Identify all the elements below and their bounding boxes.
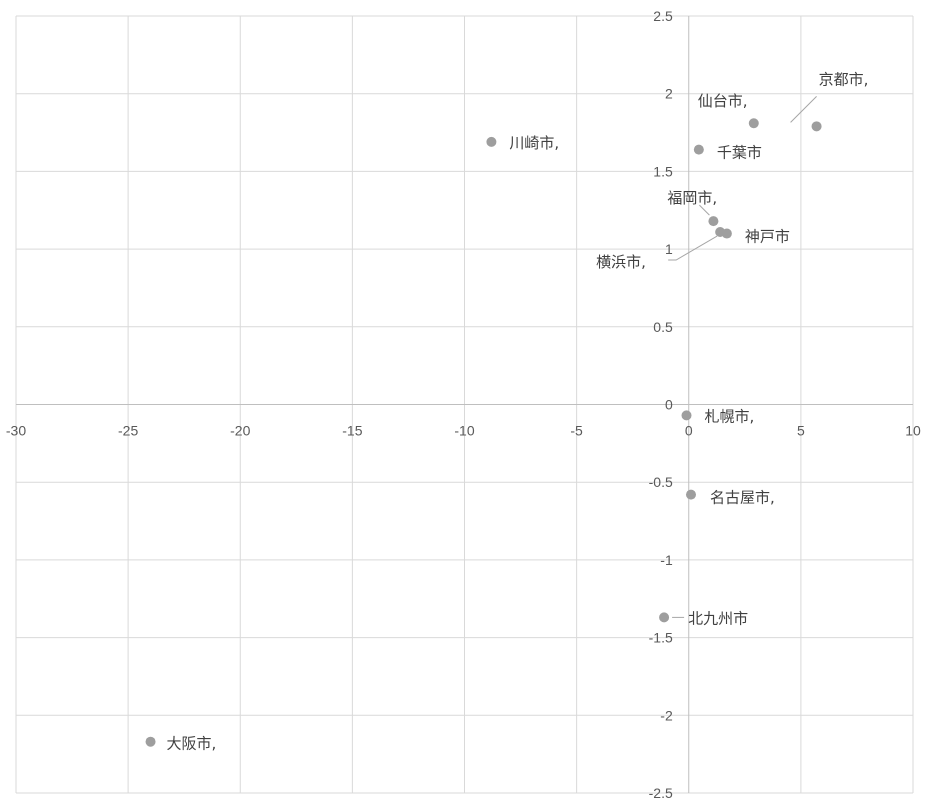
leader-lines bbox=[668, 95, 817, 618]
data-point bbox=[748, 118, 759, 129]
x-tick-label: -25 bbox=[118, 423, 138, 439]
data-label: 神戸市 bbox=[745, 228, 790, 246]
data-label: 横浜市, bbox=[596, 253, 646, 271]
data-label: 京都市, bbox=[819, 70, 869, 88]
y-tick-label: 2 bbox=[665, 86, 673, 102]
y-tick-label: -0.5 bbox=[649, 474, 673, 490]
y-tick-label: 1 bbox=[665, 241, 673, 257]
y-tick-label: 2.5 bbox=[653, 8, 673, 24]
data-points bbox=[145, 118, 822, 747]
y-tick-label: 0 bbox=[665, 397, 673, 413]
data-label: 千葉市 bbox=[717, 144, 762, 162]
y-tick-label: 1.5 bbox=[653, 163, 673, 179]
x-tick-label: -15 bbox=[342, 423, 362, 439]
leader-line bbox=[668, 235, 718, 261]
data-label: 大阪市, bbox=[167, 735, 217, 753]
data-label: 川崎市, bbox=[509, 134, 559, 152]
leader-line bbox=[699, 204, 710, 216]
x-tick-label: -20 bbox=[230, 423, 250, 439]
x-tick-label: -30 bbox=[6, 423, 26, 439]
data-point bbox=[811, 121, 822, 132]
y-tick-labels: -2.5 -2 -1.5 -1 -0.5 0 0.5 1 1.5 2 2.5 bbox=[649, 8, 673, 799]
x-tick-label: -10 bbox=[454, 423, 474, 439]
data-point bbox=[693, 144, 704, 155]
x-tick-label: 10 bbox=[905, 423, 921, 439]
x-tick-labels: -30 -25 -20 -15 -10 -5 0 5 10 bbox=[6, 423, 921, 439]
data-point bbox=[659, 612, 670, 623]
y-tick-label: -2.5 bbox=[649, 785, 673, 799]
gridlines bbox=[15, 15, 914, 794]
data-label: 札幌市, bbox=[705, 407, 755, 425]
data-label: 仙台市, bbox=[698, 92, 748, 110]
data-point bbox=[486, 136, 497, 147]
data-point bbox=[708, 216, 719, 227]
data-label: 福岡市, bbox=[667, 189, 717, 207]
data-label: 北九州市 bbox=[688, 609, 748, 627]
y-tick-label: -1.5 bbox=[649, 630, 673, 646]
axes bbox=[16, 16, 913, 793]
data-point bbox=[715, 227, 726, 238]
data-point bbox=[681, 410, 692, 421]
x-tick-label: 5 bbox=[797, 423, 805, 439]
x-tick-label: 0 bbox=[685, 423, 693, 439]
y-tick-label: -1 bbox=[660, 552, 673, 568]
y-tick-label: 0.5 bbox=[653, 319, 673, 335]
data-label: 名古屋市, bbox=[710, 489, 775, 507]
data-point bbox=[145, 736, 156, 747]
y-tick-label: -2 bbox=[660, 707, 673, 723]
data-point bbox=[685, 489, 696, 500]
leader-line bbox=[790, 95, 817, 123]
x-tick-label: -5 bbox=[570, 423, 583, 439]
